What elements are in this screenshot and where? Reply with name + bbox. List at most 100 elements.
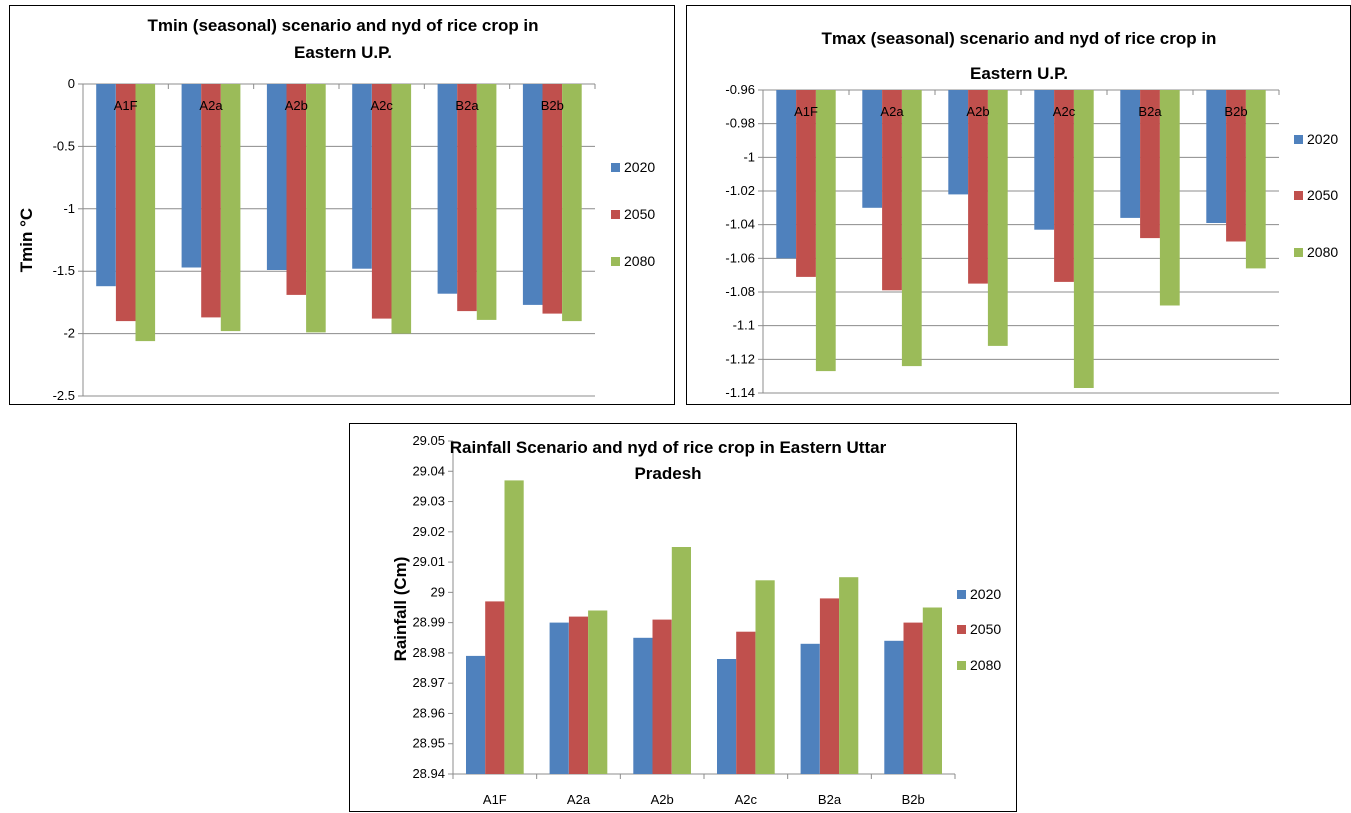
chart-title: Rainfall Scenario and nyd of rice crop i… — [450, 438, 887, 457]
legend-label: 2080 — [624, 253, 655, 269]
y-tick-label: -1 — [743, 149, 755, 164]
category-label: B2a — [818, 792, 842, 807]
y-tick-label: -1.04 — [725, 217, 755, 232]
bar-2050-B2b — [542, 84, 563, 314]
category-label: B2b — [541, 98, 564, 113]
category-label: A1F — [794, 104, 818, 119]
bar-2020-A2a — [181, 84, 202, 268]
y-tick-label: 28.99 — [412, 615, 445, 630]
legend-label: 2050 — [624, 206, 655, 222]
bar-2020-B2a — [437, 84, 458, 294]
y-tick-label: -1.02 — [725, 183, 755, 198]
bar-2080-A2b — [306, 84, 326, 333]
bar-2080-A2c — [1073, 90, 1094, 388]
bar-2050-A1F — [796, 90, 816, 277]
y-tick-label: -1.14 — [725, 385, 755, 400]
legend-swatch-2050 — [1294, 191, 1303, 200]
bar-2080-B2b — [1245, 90, 1266, 269]
bar-2020-B2a — [800, 643, 820, 774]
legend-label: 2080 — [1307, 244, 1338, 260]
y-tick-label: -2 — [63, 326, 75, 341]
bar-2050-A2c — [1054, 90, 1074, 282]
tmax-chart-svg: -0.96 -0.98 -1 -1.02 -1.04 -1.06 -1.08 -1.1 -1.1… — [725, 29, 1338, 400]
bar-2050-B2a — [1140, 90, 1160, 239]
legend-swatch-2020 — [611, 163, 620, 172]
y-tick-label: 29.03 — [412, 494, 445, 509]
bar-2020-A2c — [1034, 90, 1055, 230]
legend-swatch-2050 — [957, 625, 966, 634]
y-axis-label: Tmin °C — [17, 208, 36, 272]
bar-2080-A2c — [755, 580, 775, 774]
rainfall-chart: 29.05 29.04 29.03 29.02 29.01 29 28.99 28.98 28.… — [349, 423, 1017, 812]
bar-2020-B2a — [1120, 90, 1141, 218]
bar-2020-A2b — [948, 90, 969, 195]
bar-2020-B2b — [884, 640, 904, 774]
category-label: A2c — [370, 98, 393, 113]
category-label: A2a — [880, 104, 904, 119]
bar-2050-B2a — [457, 84, 477, 312]
legend-swatch-2080 — [1294, 248, 1303, 257]
y-tick-label: 29.05 — [412, 433, 445, 448]
category-label: B2b — [902, 792, 925, 807]
legend-label: 2020 — [1307, 131, 1338, 147]
category-label: B2a — [455, 98, 479, 113]
chart-title: Eastern U.P. — [294, 43, 392, 62]
category-label: B2b — [1224, 104, 1247, 119]
y-tick-label: -1.08 — [725, 284, 755, 299]
bar-2050-A1F — [115, 84, 136, 322]
y-tick-label: 0 — [68, 76, 75, 91]
y-tick-label: -1.06 — [725, 250, 755, 265]
category-label: A2c — [1053, 104, 1076, 119]
bar-2020-A1F — [96, 84, 116, 287]
tmax-chart: -0.96 -0.98 -1 -1.02 -1.04 -1.06 -1.08 -1.1 -1.1… — [686, 5, 1351, 405]
y-tick-label: -2.5 — [53, 388, 75, 403]
bar-2080-B2a — [839, 577, 859, 774]
category-label: A2b — [285, 98, 308, 113]
legend-swatch-2020 — [1294, 135, 1303, 144]
bar-2080-A2a — [901, 90, 922, 367]
tmin-chart: 0 -0.5 -1 -1.5 -2 -2.5 A1F A2a A2b A2c B2a B2b Tmin … — [9, 5, 675, 405]
bar-2050-A2a — [201, 84, 221, 318]
y-tick-label: 28.97 — [412, 675, 445, 690]
y-axis-label: Rainfall (Cm) — [391, 557, 410, 662]
bar-2080-A1F — [504, 480, 524, 774]
bar-2080-A2a — [220, 84, 241, 332]
category-label: A2a — [567, 792, 591, 807]
category-label: A1F — [114, 98, 138, 113]
bar-2050-A2c — [736, 631, 756, 774]
chart-title: Eastern U.P. — [970, 64, 1068, 83]
y-tick-label: 28.94 — [412, 766, 445, 781]
legend-label: 2020 — [970, 586, 1001, 602]
y-tick-label: -1.1 — [733, 318, 755, 333]
bar-2020-A1F — [466, 655, 486, 774]
bar-2080-A1F — [815, 90, 836, 372]
bar-2020-A1F — [776, 90, 797, 259]
bar-2050-A1F — [485, 601, 505, 774]
y-tick-label: -1.5 — [53, 263, 75, 278]
y-tick-label: -0.5 — [53, 138, 75, 153]
bar-2020-B2b — [522, 84, 543, 305]
chart-title: Tmax (seasonal) scenario and nyd of rice… — [822, 29, 1217, 48]
bar-2050-A2a — [882, 90, 902, 291]
legend-swatch-2080 — [611, 257, 620, 266]
bar-2020-A2a — [549, 622, 569, 774]
category-label: A2b — [651, 792, 674, 807]
bar-2050-A2b — [968, 90, 988, 284]
y-tick-label: -0.96 — [725, 82, 755, 97]
category-label: B2a — [1138, 104, 1162, 119]
bar-2080-A2a — [588, 610, 608, 774]
bar-2080-A2b — [987, 90, 1008, 346]
y-tick-label: 29.04 — [412, 463, 445, 478]
y-tick-label: 28.96 — [412, 705, 445, 720]
category-label: A1F — [483, 792, 507, 807]
bar-2050-B2b — [1226, 90, 1246, 242]
bar-2080-A1F — [135, 84, 156, 342]
chart-title: Pradesh — [634, 464, 701, 483]
bar-2050-A2b — [286, 84, 307, 295]
legend-swatch-2050 — [611, 210, 620, 219]
bar-2020-A2c — [352, 84, 372, 269]
y-tick-label: 28.98 — [412, 645, 445, 660]
category-label: A2b — [966, 104, 989, 119]
bar-2080-A2c — [391, 84, 412, 334]
bar-2020-A2b — [266, 84, 287, 270]
